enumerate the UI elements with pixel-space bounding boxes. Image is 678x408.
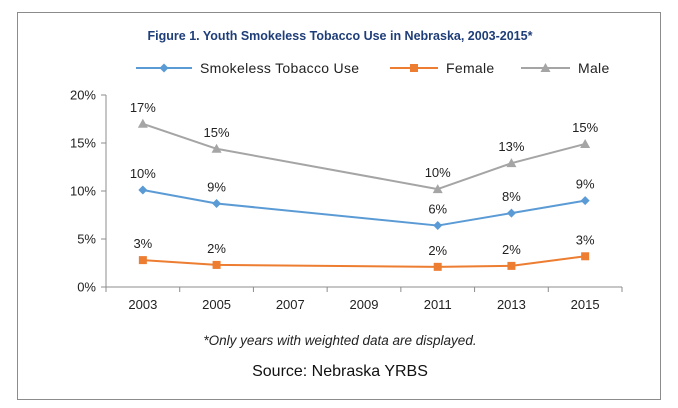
data-point bbox=[581, 252, 590, 261]
chart-title: Figure 1. Youth Smokeless Tobacco Use in… bbox=[147, 29, 533, 43]
chart-footnote: *Only years with weighted data are displ… bbox=[203, 333, 477, 348]
data-label: 9% bbox=[576, 177, 595, 192]
data-label: 10% bbox=[130, 166, 156, 181]
data-label: 9% bbox=[207, 179, 226, 194]
data-point bbox=[432, 184, 443, 194]
data-point bbox=[138, 256, 147, 265]
y-tick-label: 20% bbox=[70, 88, 96, 103]
data-point bbox=[212, 198, 222, 208]
data-point bbox=[580, 196, 590, 206]
data-point bbox=[507, 261, 516, 270]
legend-marker bbox=[540, 63, 551, 72]
x-tick-label: 2003 bbox=[128, 297, 157, 312]
data-point bbox=[506, 158, 517, 168]
legend-marker bbox=[159, 63, 169, 73]
x-tick-label: 2015 bbox=[571, 297, 600, 312]
legend-label: Male bbox=[578, 60, 610, 76]
x-tick-label: 2007 bbox=[276, 297, 305, 312]
data-label: 3% bbox=[576, 232, 595, 247]
legend-label: Smokeless Tobacco Use bbox=[200, 60, 359, 76]
data-label: 15% bbox=[572, 120, 598, 135]
data-label: 2% bbox=[428, 243, 447, 258]
data-label: 10% bbox=[425, 165, 451, 180]
data-label: 8% bbox=[502, 189, 521, 204]
data-label: 17% bbox=[130, 100, 156, 115]
data-point bbox=[580, 138, 591, 148]
x-tick-label: 2013 bbox=[497, 297, 526, 312]
x-tick-label: 2005 bbox=[202, 297, 231, 312]
data-point bbox=[212, 260, 221, 269]
legend-label: Female bbox=[446, 60, 494, 76]
chart-source: Source: Nebraska YRBS bbox=[252, 363, 428, 380]
legend-marker bbox=[410, 64, 418, 72]
data-label: 2% bbox=[207, 241, 226, 256]
data-label: 15% bbox=[204, 125, 230, 140]
data-point bbox=[433, 262, 442, 271]
figure-frame: Figure 1. Youth Smokeless Tobacco Use in… bbox=[17, 12, 661, 400]
data-point bbox=[506, 208, 516, 218]
data-point bbox=[211, 143, 222, 153]
y-tick-label: 0% bbox=[77, 280, 96, 295]
data-label: 13% bbox=[498, 139, 524, 154]
line-chart: 0% 5% 10% 15% 20% 2003 2005 2007 2009 2011 2013 201… bbox=[70, 60, 623, 312]
data-point bbox=[138, 185, 148, 195]
x-tick-label: 2011 bbox=[424, 297, 452, 312]
x-tick-label: 2009 bbox=[350, 297, 379, 312]
y-tick-label: 10% bbox=[70, 184, 96, 199]
data-label: 2% bbox=[502, 242, 521, 257]
series-line-1 bbox=[142, 255, 586, 268]
data-label: 3% bbox=[133, 236, 152, 251]
data-label: 6% bbox=[428, 202, 447, 217]
data-point bbox=[137, 118, 148, 128]
data-point bbox=[433, 221, 443, 231]
y-tick-label: 15% bbox=[70, 136, 96, 151]
y-tick-label: 5% bbox=[77, 232, 96, 247]
